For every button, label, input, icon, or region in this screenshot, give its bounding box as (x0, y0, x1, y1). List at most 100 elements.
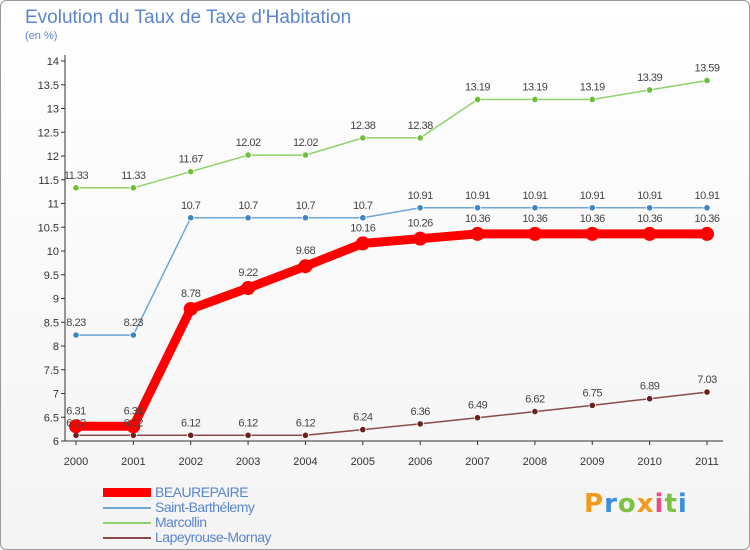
data-point-saint-barthelemy (301, 214, 310, 222)
data-point-saint-barthelemy (588, 204, 596, 212)
data-label-saint-barthelemy: 10.7 (238, 200, 258, 212)
data-label-lapeyrouse-mornay: 6.75 (583, 387, 603, 399)
data-point-beaurepaire (642, 226, 657, 241)
legend-item-marcollin: Marcollin (103, 515, 423, 530)
data-point-lapeyrouse-mornay (359, 425, 367, 434)
legend-swatch-beaurepaire (103, 488, 151, 497)
y-tick-label: 9 (53, 294, 59, 306)
data-point-marcollin (646, 86, 654, 94)
x-tick-label: 2007 (465, 456, 489, 468)
y-tick-label: 6.5 (44, 412, 59, 424)
x-tick-label: 2010 (637, 456, 661, 468)
data-point-lapeyrouse-mornay (646, 395, 654, 403)
data-point-lapeyrouse-mornay (187, 431, 195, 439)
data-label-beaurepaire: 10.16 (350, 222, 375, 234)
data-point-beaurepaire (126, 419, 141, 434)
x-tick-label: 2003 (236, 456, 260, 468)
data-label-beaurepaire: 10.36 (637, 213, 662, 225)
data-label-beaurepaire: 10.36 (522, 213, 547, 225)
data-label-saint-barthelemy: 10.91 (580, 190, 605, 202)
data-point-beaurepaire (700, 226, 714, 241)
data-label-beaurepaire: 9.22 (238, 267, 258, 279)
data-point-beaurepaire (183, 301, 198, 316)
data-point-beaurepaire (413, 231, 428, 246)
data-point-beaurepaire (527, 226, 542, 241)
legend-swatch-lapeyrouse-mornay (103, 537, 151, 539)
data-label-lapeyrouse-mornay: 6.62 (525, 394, 545, 406)
x-tick-label: 2008 (523, 456, 547, 468)
x-tick-label: 2006 (408, 456, 432, 468)
data-label-marcollin: 12.02 (293, 137, 318, 149)
data-label-saint-barthelemy: 10.91 (694, 190, 719, 202)
legend-item-lapeyrouse-mornay: Lapeyrouse-Mornay (103, 530, 423, 545)
data-point-lapeyrouse-mornay (473, 414, 482, 422)
data-label-lapeyrouse-mornay: 6.24 (353, 412, 373, 424)
data-point-beaurepaire (69, 419, 83, 434)
y-tick-label: 14 (47, 56, 59, 68)
data-point-marcollin (416, 134, 424, 142)
data-point-beaurepaire (241, 281, 256, 296)
data-label-saint-barthelemy: 10.7 (353, 200, 373, 212)
data-label-beaurepaire: 10.36 (694, 213, 719, 225)
chart-title: Evolution du Taux de Taxe d'Habitation (25, 7, 352, 28)
data-label-marcollin: 12.38 (350, 120, 375, 132)
data-point-saint-barthelemy (416, 204, 424, 212)
data-label-saint-barthelemy: 10.91 (465, 190, 490, 202)
legend-item-beaurepaire: BEAUREPAIRE (103, 485, 423, 500)
data-point-saint-barthelemy (244, 214, 252, 222)
data-point-beaurepaire (298, 259, 313, 274)
logo-letter: t (664, 489, 678, 519)
y-tick-label: 13 (47, 104, 59, 116)
data-label-saint-barthelemy: 10.91 (522, 190, 547, 202)
data-label-lapeyrouse-mornay: 7.03 (697, 374, 717, 386)
x-tick-label: 2002 (178, 456, 202, 468)
data-label-lapeyrouse-mornay: 6.36 (410, 406, 430, 418)
y-tick-label: 12.5 (38, 127, 59, 139)
data-point-saint-barthelemy (359, 214, 367, 222)
data-label-marcollin: 12.38 (408, 120, 433, 132)
chart-series (69, 76, 714, 439)
data-label-marcollin: 13.19 (465, 81, 490, 93)
data-label-marcollin: 13.19 (580, 81, 605, 93)
data-label-saint-barthelemy: 8.23 (124, 317, 144, 329)
data-label-beaurepaire: 6.31 (66, 405, 86, 417)
y-tick-label: 10 (47, 246, 59, 258)
data-point-marcollin (301, 151, 310, 159)
data-point-marcollin (244, 151, 252, 159)
data-point-saint-barthelemy (646, 204, 654, 212)
logo-letter: P (584, 489, 605, 519)
data-label-marcollin: 11.33 (121, 170, 146, 182)
data-label-beaurepaire: 6.31 (124, 405, 144, 417)
logo-letter: x (636, 489, 655, 519)
y-tick-label: 6 (53, 436, 59, 448)
series-line-beaurepaire (71, 229, 712, 431)
data-point-beaurepaire (470, 226, 485, 241)
data-label-lapeyrouse-mornay: 6.12 (238, 417, 258, 429)
data-point-saint-barthelemy (473, 204, 482, 212)
data-point-marcollin (129, 184, 137, 192)
x-tick-label: 2011 (695, 456, 719, 468)
legend-label-marcollin: Marcollin (155, 514, 207, 530)
data-label-marcollin: 13.39 (637, 72, 662, 84)
x-tick-label: 2001 (121, 456, 145, 468)
series-line-saint-barthelemy (75, 207, 708, 336)
chart-data-labels: 11.33 11.33 11.67 12.02 12.02 12.38 12.38 13.19… (64, 62, 721, 429)
data-label-lapeyrouse-mornay: 6.12 (181, 417, 201, 429)
data-point-lapeyrouse-mornay (531, 407, 539, 416)
data-point-beaurepaire (585, 226, 600, 241)
data-point-lapeyrouse-mornay (588, 401, 596, 409)
data-label-beaurepaire: 10.36 (465, 213, 490, 225)
data-label-beaurepaire: 9.68 (296, 245, 316, 257)
data-label-saint-barthelemy: 10.7 (181, 200, 201, 212)
data-label-marcollin: 13.59 (694, 62, 719, 74)
logo-letter: i (654, 489, 665, 519)
legend-item-saint-barthelemy: Saint-Barthélemy (103, 500, 423, 515)
data-point-marcollin (473, 95, 482, 104)
data-label-beaurepaire: 8.78 (181, 288, 201, 300)
chart-axes: 6 6.5 7 7.5 8 8.5 9 9.5 10 10.5 11 11.5 12 12.5 13 13.5… (38, 55, 723, 468)
data-label-saint-barthelemy: 10.91 (408, 190, 433, 202)
data-point-marcollin (588, 95, 596, 104)
y-tick-label: 11 (48, 199, 59, 211)
data-point-saint-barthelemy (72, 331, 80, 339)
